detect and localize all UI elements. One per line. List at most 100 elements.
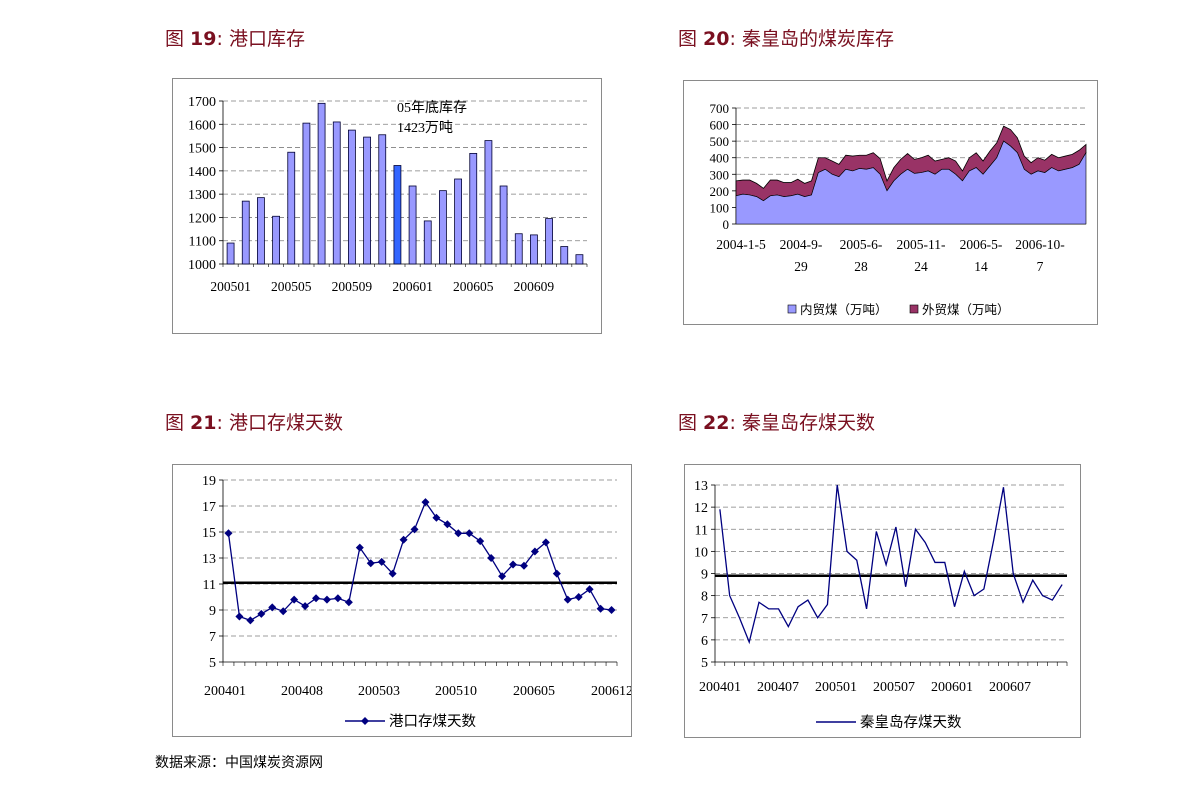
bar <box>241 200 250 265</box>
bar <box>408 185 417 265</box>
data-point <box>279 607 288 616</box>
legend-label: 外贸煤（万吨） <box>922 303 1010 317</box>
bar <box>393 165 402 265</box>
x-tick-label: 200601 <box>392 279 433 294</box>
figure-colon: : <box>729 28 742 50</box>
data-point <box>388 569 397 578</box>
bar <box>332 121 341 265</box>
y-tick-label: 1200 <box>188 211 216 226</box>
port-inventory-chart-panel: 1000 1100 1200 1300 1400 1500 1600 1700 200501 20… <box>172 78 602 334</box>
x-tick-label: 200509 <box>332 279 373 294</box>
data-point <box>257 609 266 618</box>
y-tick-label: 1300 <box>188 188 216 203</box>
y-tick-label: 9 <box>701 568 708 583</box>
bar <box>302 122 311 265</box>
x-tick-label: 2006-5- <box>960 237 1003 252</box>
area-series-domestic-coal <box>735 140 1087 225</box>
data-point <box>333 594 342 603</box>
data-point <box>355 543 364 552</box>
y-tick-label: 0 <box>723 217 730 232</box>
bar <box>439 190 447 265</box>
data-point <box>290 595 299 604</box>
bar <box>363 136 371 265</box>
bar <box>499 185 508 265</box>
x-tick-label: 200503 <box>358 684 400 699</box>
bar <box>469 152 478 265</box>
x-tick-label: 200607 <box>989 680 1031 695</box>
y-tick-label: 19 <box>202 474 216 489</box>
x-tick-label: 200501 <box>815 680 857 695</box>
bar <box>226 242 235 265</box>
figure-prefix: 图 <box>678 412 704 434</box>
figure-number: 19 <box>190 28 217 50</box>
y-tick-label: 5 <box>701 656 708 671</box>
data-point <box>509 560 518 569</box>
y-tick-label: 7 <box>209 630 216 645</box>
legend-label: 秦皇岛存煤天数 <box>860 714 962 731</box>
data-source-note: 数据来源：中国煤炭资源网 <box>155 755 323 771</box>
qhd-inventory-chart-panel: 0 100 200 300 400 500 600 700 2004-1-5 2004-9- 29 2… <box>683 80 1098 325</box>
data-point <box>322 595 331 604</box>
port-days-line-chart: 5 7 9 11 13 15 17 19 200401 200408 200503 200510 200… <box>202 474 631 730</box>
data-point <box>607 606 616 614</box>
data-point <box>268 603 277 612</box>
figure-colon: : <box>729 412 742 434</box>
y-tick-label: 300 <box>710 167 730 182</box>
y-tick-label: 200 <box>710 184 730 199</box>
x-tick-label: 200505 <box>271 279 312 294</box>
y-tick-label: 15 <box>202 526 216 541</box>
y-tick-label: 11 <box>203 578 216 593</box>
x-tick-label: 7 <box>1037 259 1044 274</box>
y-tick-label: 400 <box>710 151 730 166</box>
x-tick-label: 200401 <box>204 684 246 699</box>
figure-19-title: 图 19: 港口库存 <box>165 24 305 51</box>
data-point <box>498 572 507 581</box>
y-tick-label: 100 <box>710 200 730 215</box>
y-tick-label: 6 <box>701 634 708 649</box>
y-tick-label: 12 <box>694 501 708 516</box>
y-tick-label: 7 <box>701 612 708 627</box>
data-point <box>377 557 386 566</box>
x-tick-label: 200507 <box>873 680 915 695</box>
data-point <box>476 537 485 546</box>
legend-label: 港口存煤天数 <box>389 713 476 730</box>
bar <box>317 102 326 265</box>
bar <box>378 134 387 265</box>
x-tick-label: 200605 <box>513 684 555 699</box>
data-point <box>399 535 408 544</box>
bar <box>454 178 462 265</box>
y-tick-label: 700 <box>710 101 730 116</box>
data-point <box>585 585 594 594</box>
data-point <box>344 598 353 607</box>
data-point <box>421 498 430 507</box>
line-series <box>227 500 612 622</box>
bar-annotation: 1423万吨 <box>397 120 453 136</box>
x-tick-label: 28 <box>854 259 868 274</box>
bar <box>257 197 265 265</box>
y-tick-label: 1500 <box>188 142 216 157</box>
line-series <box>719 484 1063 645</box>
figure-prefix: 图 <box>165 28 191 50</box>
bar-annotation: 05年底库存 <box>397 100 467 116</box>
data-point <box>563 595 572 604</box>
x-tick-label: 14 <box>974 259 988 274</box>
figure-number: 22 <box>703 412 730 434</box>
figure-caption: 港口库存 <box>228 28 305 50</box>
data-point <box>465 529 474 538</box>
bar <box>560 246 569 265</box>
x-tick-label: 2004-1-5 <box>716 237 766 252</box>
y-tick-label: 500 <box>710 134 730 149</box>
data-point <box>541 538 550 547</box>
data-point <box>301 602 310 611</box>
x-tick-label: 200401 <box>699 680 741 695</box>
y-tick-label: 1100 <box>189 235 216 250</box>
qhd-days-line-chart: 5 6 7 8 9 10 11 12 13 200401 200407 200501 200507 200… <box>694 479 1068 731</box>
y-tick-label: 600 <box>710 118 730 133</box>
data-point <box>596 604 605 613</box>
figure-colon: : <box>216 412 229 434</box>
y-tick-label: 10 <box>694 545 708 560</box>
data-point <box>366 559 375 568</box>
figure-caption: 港口存煤天数 <box>228 412 343 434</box>
x-tick-label: 2006-10- <box>1015 237 1065 252</box>
